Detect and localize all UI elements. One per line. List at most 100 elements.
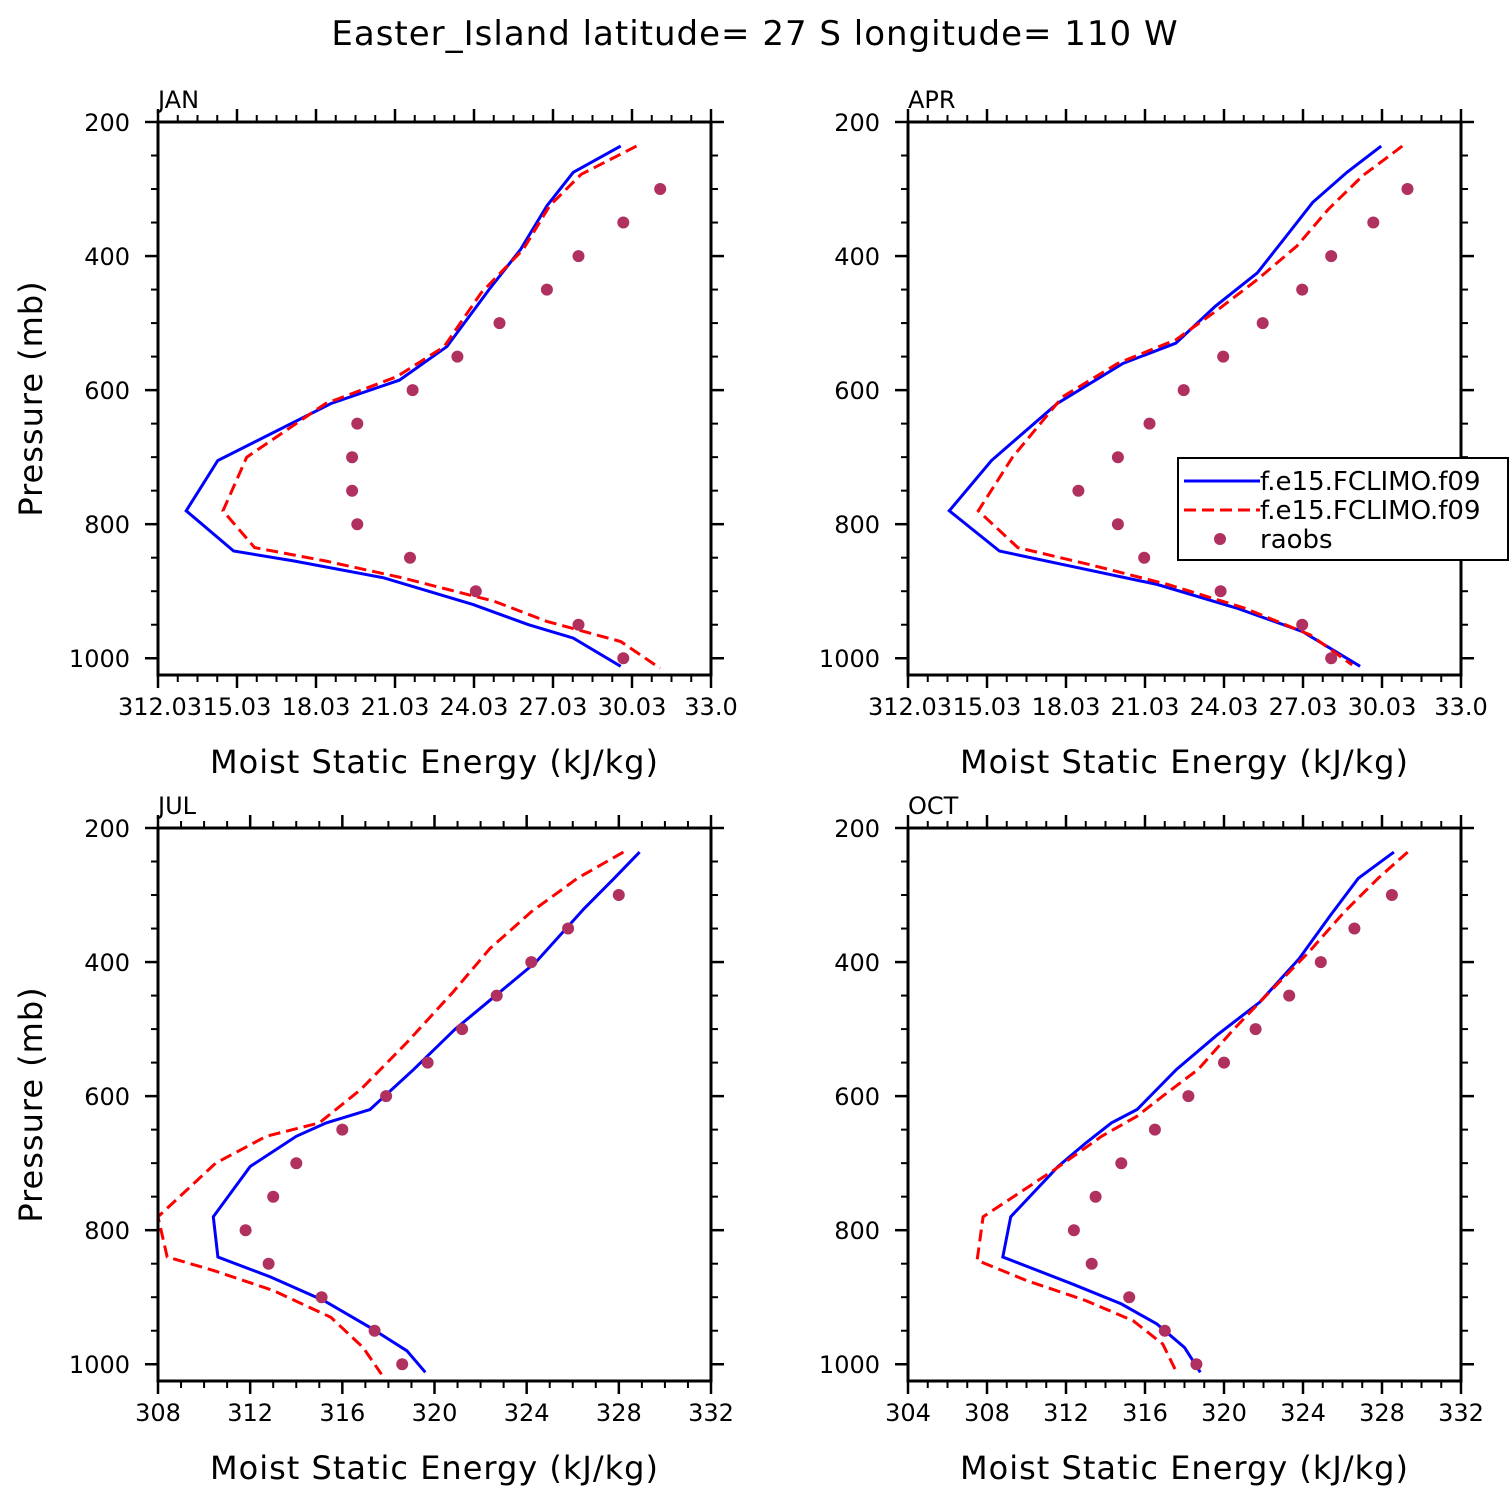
raobs-point (1148, 1123, 1161, 1136)
raobs-point (617, 652, 630, 665)
y-tick-label: 400 (84, 949, 130, 977)
x-tick-label: 30.03 (1348, 693, 1417, 721)
raobs-point (404, 551, 416, 564)
raobs-point (456, 1023, 469, 1036)
x-axis-label: Moist Static Energy (kJ/kg) (210, 1449, 659, 1487)
raobs-point (469, 585, 482, 598)
x-tick-label: 328 (1359, 1399, 1405, 1427)
raobs-point (406, 384, 419, 397)
x-tick-label: 320 (412, 1399, 458, 1427)
legend-box (1177, 457, 1509, 561)
raobs-point (540, 283, 553, 296)
x-tick-label: 33.0 (1434, 693, 1487, 721)
raobs-point (572, 250, 585, 263)
raobs-point (1214, 585, 1227, 598)
raobs-point (1111, 518, 1124, 531)
x-axis-label: Moist Static Energy (kJ/kg) (210, 743, 659, 781)
x-tick-label: 308 (135, 1399, 181, 1427)
panel-title: APR (908, 86, 956, 114)
raobs-point (1256, 317, 1269, 330)
panel-title: OCT (908, 792, 959, 820)
y-tick-label: 1000 (819, 645, 880, 673)
x-tick-label: 33.0 (684, 693, 737, 721)
x-tick-label: 316 (319, 1399, 365, 1427)
raobs-point (451, 350, 464, 363)
x-tick-label: 312 (227, 1399, 273, 1427)
raobs-point (351, 518, 364, 531)
raobs-point (1177, 384, 1190, 397)
raobs-point (346, 484, 359, 497)
x-tick-label: 312.03 (868, 693, 952, 721)
legend-label: raobs (1260, 525, 1333, 555)
raobs-point (1283, 989, 1296, 1002)
x-tick-label: 24.03 (440, 693, 509, 721)
legend-label: f.e15.FCLIMO.f09 (1260, 496, 1480, 526)
y-tick-label: 600 (834, 1083, 880, 1111)
raobs-point (612, 889, 625, 901)
raobs-point (421, 1056, 434, 1069)
raobs-point (525, 956, 538, 969)
raobs-point (1182, 1090, 1195, 1103)
raobs-point (346, 451, 359, 464)
raobs-point (1143, 417, 1156, 430)
raobs-point (562, 922, 575, 935)
y-tick-label: 1000 (69, 1351, 130, 1379)
raobs-point (572, 618, 585, 631)
raobs-point (490, 989, 503, 1002)
series-group (158, 850, 641, 1376)
y-tick-label: 800 (834, 511, 880, 539)
x-tick-label: 320 (1201, 1399, 1247, 1427)
x-tick-label: 328 (596, 1399, 642, 1427)
x-axis-label: Moist Static Energy (kJ/kg) (960, 743, 1409, 781)
legend-marker-raobs (1214, 533, 1226, 545)
raobs-point (1072, 484, 1085, 497)
raobs-point (267, 1190, 280, 1203)
plot-frame (906, 826, 1463, 1383)
series-group (947, 144, 1414, 668)
y-tick-label: 200 (84, 109, 130, 137)
model2-line (158, 850, 625, 1376)
model1-line (211, 851, 641, 1374)
x-tick-label: 30.03 (598, 693, 667, 721)
x-tick-label: 312 (1043, 1399, 1089, 1427)
x-tick-label: 308 (964, 1399, 1010, 1427)
x-tick-label: 324 (1280, 1399, 1326, 1427)
raobs-point (1190, 1358, 1203, 1371)
x-tick-label: 27.03 (519, 693, 588, 721)
raobs-point (1067, 1224, 1080, 1237)
y-tick-label: 800 (84, 511, 130, 539)
x-tick-label: 316 (1122, 1399, 1168, 1427)
raobs-point (262, 1257, 275, 1270)
raobs-point (1158, 1324, 1171, 1337)
raobs-point (1296, 283, 1309, 296)
y-tick-label: 200 (84, 815, 130, 843)
x-tick-label: 24.03 (1190, 693, 1259, 721)
x-tick-label: 18.03 (1032, 693, 1101, 721)
raobs-point (1385, 889, 1398, 901)
model2-line (221, 144, 662, 670)
x-tick-label: 332 (1438, 1399, 1484, 1427)
panels: 312.03 15.03 18.03 21.03 24.03 27.03 30.03 33.0… (12, 86, 1509, 1487)
x-tick-label: 21.03 (1111, 693, 1180, 721)
y-tick-label: 200 (834, 815, 880, 843)
plot-frame (156, 826, 713, 1383)
y-tick-label: 600 (834, 377, 880, 405)
raobs-point (1123, 1291, 1136, 1304)
series-group (975, 850, 1409, 1374)
raobs-point (1325, 250, 1338, 263)
panel-title: JUL (156, 792, 197, 820)
y-tick-label: 400 (834, 949, 880, 977)
model2-line (975, 850, 1409, 1373)
y-axis-label: Pressure (mb) (12, 280, 50, 516)
model1-line (184, 144, 622, 668)
model1-line (1001, 850, 1395, 1374)
y-tick-label: 1000 (69, 645, 130, 673)
raobs-point (396, 1358, 409, 1371)
panel-jan: 312.03 15.03 18.03 21.03 24.03 27.03 30.03 33.0… (12, 86, 738, 781)
panel-jul: 308 312 316 320 324 328 332 200 400 600 800 1000 JUL… (12, 792, 734, 1487)
raobs-point (1085, 1257, 1098, 1270)
y-tick-label: 800 (834, 1217, 880, 1245)
raobs-point (617, 216, 630, 229)
